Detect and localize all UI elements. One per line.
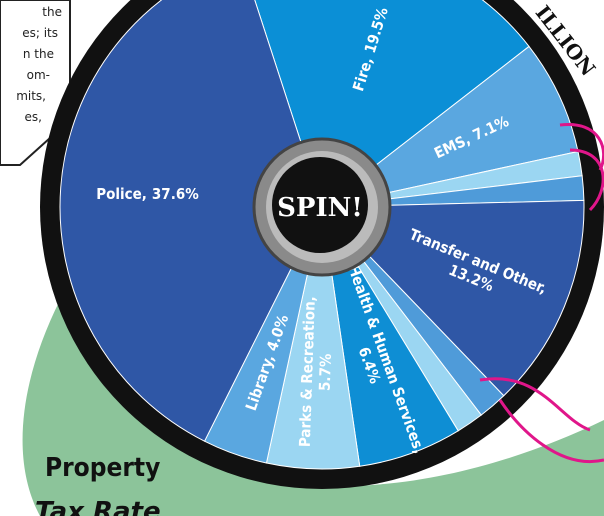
category-label: Police,	[96, 185, 147, 203]
value-label: 5.7%	[316, 353, 335, 392]
side-text-line: the	[42, 5, 62, 19]
side-text-line: mits,	[16, 89, 46, 103]
footer-subheading: Tax Rate	[35, 497, 161, 516]
side-text-line: es; its	[22, 26, 58, 40]
footer-heading: Property	[45, 453, 160, 483]
side-text-line: es,	[25, 110, 42, 124]
value-label: 37.6%	[152, 185, 199, 203]
page: Fire,19.5%EMS,7.1%Transfer and Other,13.…	[0, 0, 604, 516]
wheel-graphic: Fire,19.5%EMS,7.1%Transfer and Other,13.…	[0, 0, 604, 516]
side-text-line: om-	[27, 68, 50, 82]
side-text-line: n the	[23, 47, 54, 61]
spin-label[interactable]: SPIN!	[277, 193, 363, 223]
